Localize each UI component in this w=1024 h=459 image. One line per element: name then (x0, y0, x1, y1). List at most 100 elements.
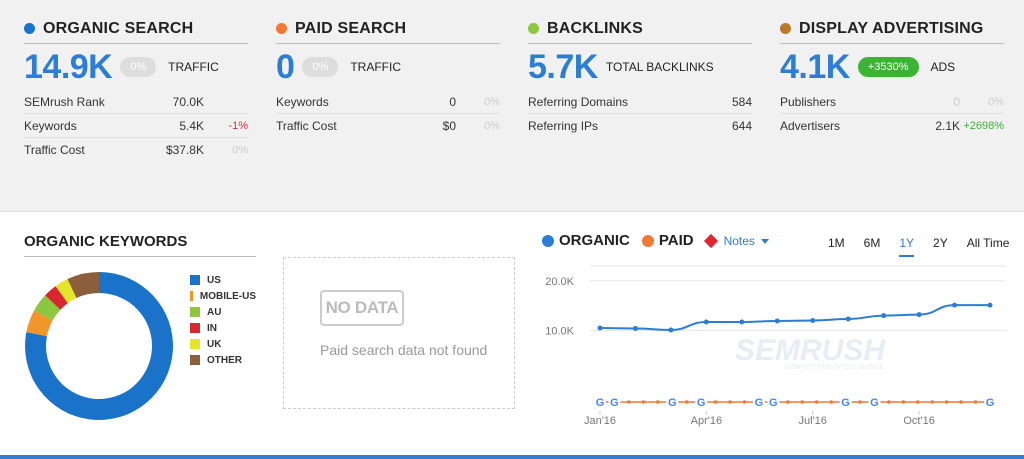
google-update-marker-icon[interactable] (767, 396, 780, 408)
paid-data-point[interactable] (684, 400, 689, 404)
google-update-marker-icon[interactable] (839, 396, 852, 408)
paid-dot-icon (276, 23, 287, 34)
legend-item-in[interactable]: IN (190, 320, 256, 336)
donut-slice-other[interactable] (67, 272, 99, 299)
card-title[interactable]: PAID SEARCH (276, 18, 500, 44)
stat-value[interactable]: $37.8K (165, 143, 204, 157)
legend-item-mobile-us[interactable]: MOBILE-US (190, 288, 256, 304)
paid-data-point[interactable] (915, 400, 920, 404)
organic-data-point[interactable] (952, 302, 958, 308)
legend-item-us[interactable]: US (190, 272, 256, 288)
legend-organic[interactable]: ORGANIC (559, 232, 630, 249)
range-6m[interactable]: 6M (863, 236, 881, 250)
card-title[interactable]: BACKLINKS (528, 18, 752, 44)
stat-row: Traffic Cost $37.8K 0% (24, 138, 248, 162)
donut-slice-in[interactable] (45, 286, 68, 310)
stat-change: 0% (484, 95, 500, 108)
display-dot-icon (780, 23, 791, 34)
google-update-marker-icon[interactable] (752, 396, 765, 408)
paid-data-point[interactable] (641, 400, 646, 404)
stat-value[interactable]: $0 (442, 119, 456, 133)
range-1m[interactable]: 1M (828, 236, 845, 250)
organic-data-point[interactable] (810, 318, 816, 324)
organic-data-point[interactable] (703, 319, 709, 325)
organic-data-point[interactable] (881, 313, 887, 319)
paid-data-point[interactable] (973, 400, 978, 404)
google-g-icon: G (596, 397, 605, 409)
stat-value[interactable]: 5.4K (179, 118, 204, 133)
paid-data-point[interactable] (901, 400, 906, 404)
paid-data-point[interactable] (785, 400, 790, 404)
stat-value[interactable]: 2.1K (935, 119, 960, 133)
google-g-icon: G (697, 397, 706, 409)
paid-data-point[interactable] (713, 400, 718, 404)
notes-dropdown[interactable]: Notes (724, 234, 769, 248)
paid-data-point[interactable] (627, 400, 631, 404)
donut-slice-mobile-us[interactable] (26, 310, 53, 337)
google-update-marker-icon[interactable] (608, 396, 621, 408)
google-update-marker-icon[interactable] (695, 396, 708, 408)
stat-value[interactable]: 0 (449, 94, 456, 109)
organic-data-point[interactable] (916, 312, 922, 318)
paid-data-point[interactable] (887, 400, 891, 404)
paid-data-point[interactable] (742, 400, 747, 404)
legend-label: OTHER (207, 354, 242, 366)
paid-search-card: PAID SEARCH 0 0% TRAFFIC Keywords 0 0% T… (276, 18, 500, 138)
google-update-marker-icon[interactable] (984, 396, 996, 408)
organic-keywords-title[interactable]: ORGANIC KEYWORDS (24, 233, 188, 250)
organic-data-point[interactable] (774, 318, 780, 324)
stat-change: 0% (232, 144, 248, 156)
stat-value[interactable]: 584 (731, 94, 752, 109)
paid-data-point[interactable] (728, 400, 732, 404)
stat-value[interactable]: 0 (953, 94, 960, 109)
organic-data-point[interactable] (987, 302, 993, 308)
donut-slice-au[interactable] (34, 295, 61, 321)
google-update-marker-icon[interactable] (868, 396, 881, 408)
stat-label: Referring IPs (528, 119, 599, 133)
paid-data-point[interactable] (930, 400, 935, 404)
card-title[interactable]: DISPLAY ADVERTISING (780, 18, 1004, 44)
legend-item-other[interactable]: OTHER (190, 352, 256, 368)
legend-item-au[interactable]: AU (190, 304, 256, 320)
paid-data-point[interactable] (858, 400, 862, 404)
paid-data-point[interactable] (959, 400, 963, 404)
x-tick-label: Oct'16 (903, 415, 934, 427)
organic-data-point[interactable] (668, 327, 674, 333)
paid-data-point[interactable] (800, 400, 805, 404)
organic-data-point[interactable] (739, 319, 745, 325)
organic-legend-dot-icon (542, 234, 554, 247)
notes-label: Notes (723, 233, 755, 248)
organic-series-line (599, 304, 990, 331)
paid-data-point[interactable] (829, 400, 833, 404)
range-all-time[interactable]: All Time (966, 236, 1010, 250)
range-1y[interactable]: 1Y (899, 236, 915, 257)
stat-label: Publishers (780, 94, 837, 109)
google-g-icon: G (986, 397, 995, 409)
display-advertising-card: DISPLAY ADVERTISING 4.1K +3530% ADS Publ… (780, 18, 1004, 138)
donut-slice-uk[interactable] (55, 279, 77, 304)
organic-data-point[interactable] (845, 316, 851, 322)
paid-data-point[interactable] (655, 400, 660, 404)
stat-value[interactable]: 70.0K (172, 94, 204, 109)
range-2y[interactable]: 2Y (933, 236, 948, 250)
legend-swatch-icon (190, 275, 200, 285)
card-title-text: DISPLAY ADVERTISING (799, 19, 984, 37)
organic-data-point[interactable] (597, 325, 603, 331)
traffic-value[interactable]: 14.9K (24, 47, 113, 86)
paid-legend-dot-icon (641, 234, 654, 247)
paid-data-point[interactable] (814, 400, 819, 404)
stat-row: Referring IPs 644 (528, 114, 752, 138)
traffic-value[interactable]: 0 (276, 47, 295, 86)
backlinks-value[interactable]: 5.7K (528, 47, 598, 86)
card-title[interactable]: ORGANIC SEARCH (24, 18, 248, 44)
x-tick-label: Apr'16 (691, 415, 722, 427)
google-update-marker-icon[interactable] (666, 396, 679, 408)
paid-data-point[interactable] (944, 400, 949, 404)
legend-item-uk[interactable]: UK (190, 336, 256, 352)
card-rows: Publishers 0 0% Advertisers 2.1K +2698% (780, 90, 1004, 138)
stat-value[interactable]: 644 (731, 119, 752, 133)
legend-paid[interactable]: PAID (658, 232, 694, 249)
organic-data-point[interactable] (632, 325, 638, 331)
google-update-marker-icon[interactable] (594, 396, 606, 408)
ads-value[interactable]: 4.1K (780, 47, 850, 86)
